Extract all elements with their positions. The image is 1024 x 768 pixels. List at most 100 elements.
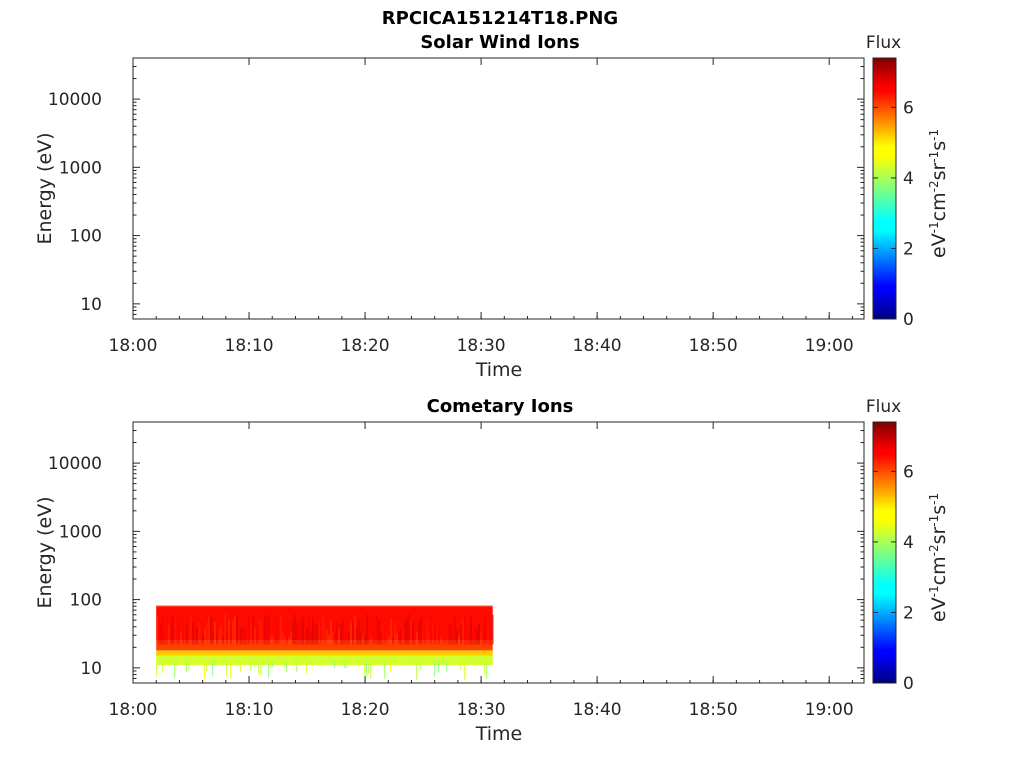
heatmap-speck	[258, 662, 260, 675]
heatmap-streak	[172, 615, 174, 645]
heatmap-streak	[462, 617, 464, 645]
heatmap-streak	[178, 619, 180, 645]
heatmap-streak	[256, 625, 258, 645]
colorbar-tick-label: 2	[903, 239, 914, 259]
heatmap-speck	[240, 662, 242, 673]
heatmap-streak	[484, 617, 486, 645]
heatmap-streak	[260, 620, 262, 645]
heatmap-streak	[328, 634, 330, 645]
heatmap-speck	[284, 662, 286, 668]
heatmap-streak	[420, 617, 422, 645]
colorbar-tick-label: 6	[903, 462, 914, 482]
heatmap-speck	[272, 662, 274, 667]
heatmap-streak	[324, 621, 326, 645]
heatmap-speck	[278, 662, 280, 665]
heatmap-streak	[244, 629, 246, 645]
heatmap-speck	[390, 662, 392, 673]
heatmap-streak	[236, 614, 238, 645]
heatmap-streak	[240, 627, 242, 645]
heatmap-streak	[410, 620, 412, 645]
heatmap-speck	[474, 662, 476, 663]
heatmap-streak	[408, 614, 410, 645]
heatmap-streak	[232, 620, 234, 645]
heatmap-streak	[228, 618, 230, 645]
heatmap-streak	[412, 621, 414, 645]
heatmap-speck	[226, 662, 228, 677]
heatmap-streak	[402, 631, 404, 645]
heatmap-streak	[486, 629, 488, 645]
heatmap-streak	[262, 635, 264, 645]
heatmap-streak	[312, 618, 314, 645]
heatmap-streak	[372, 618, 374, 645]
y-tick-label: 1000	[59, 158, 102, 178]
x-axis-label: Time	[475, 723, 523, 745]
heatmap-streak	[380, 633, 382, 645]
heatmap-streak	[452, 634, 454, 645]
y-tick-label: 100	[70, 591, 102, 611]
heatmap-streak	[392, 637, 394, 645]
plot-frame	[132, 57, 865, 320]
chart-panel: Solar Wind Ions 18:00 18:10 18:20 18:30 18:40…	[34, 32, 950, 381]
heatmap-streak	[434, 623, 436, 645]
heatmap-streak	[310, 632, 312, 645]
heatmap-streak	[164, 636, 166, 645]
heatmap-streak	[440, 636, 442, 645]
heatmap-speck	[420, 662, 422, 670]
x-tick-label: 18:30	[457, 700, 506, 720]
colorbar-tick-label: 6	[903, 98, 914, 118]
heatmap-streak	[158, 629, 160, 645]
colorbar-tick-label: 4	[903, 533, 914, 553]
colorbar-title: Flux	[866, 33, 901, 53]
heatmap-streak	[250, 621, 252, 645]
heatmap-speck	[458, 662, 460, 664]
x-tick-label: 18:00	[109, 700, 158, 720]
heatmap-speck	[214, 662, 216, 666]
colorbar	[872, 421, 897, 684]
heatmap-speck	[434, 662, 436, 677]
heatmap-streak	[190, 615, 192, 645]
colorbar-tick-label: 0	[903, 310, 914, 330]
heatmap-speck	[364, 662, 366, 676]
heatmap-streak	[216, 631, 218, 645]
heatmap-streak	[308, 619, 310, 645]
heatmap-streak	[210, 616, 212, 645]
heatmap-streak	[482, 636, 484, 645]
heatmap-streak	[176, 630, 178, 645]
heatmap-streak	[192, 622, 194, 645]
heatmap-streak	[490, 627, 492, 645]
heatmap-band	[156, 605, 493, 607]
heatmap-streak	[370, 636, 372, 645]
heatmap-streak	[242, 628, 244, 645]
heatmap-streak	[288, 637, 290, 645]
heatmap-streak	[414, 618, 416, 645]
heatmap-band	[156, 640, 493, 651]
heatmap-streak	[396, 633, 398, 645]
heatmap-streak	[476, 629, 478, 645]
heatmap-streak	[460, 624, 462, 645]
heatmap-streak	[388, 636, 390, 645]
heatmap-streak	[272, 634, 274, 645]
heatmap-speck	[174, 662, 176, 678]
heatmap-streak	[364, 635, 366, 645]
heatmap-streak	[316, 623, 318, 645]
heatmap-streak	[390, 618, 392, 645]
y-tick-label: 10	[80, 295, 102, 315]
heatmap-speck	[230, 662, 232, 679]
heatmap-streak	[326, 629, 328, 645]
heatmap-streak	[264, 615, 266, 645]
heatmap-speck	[370, 662, 372, 679]
panel-title: Solar Wind Ions	[420, 32, 579, 53]
heatmap-streak	[194, 625, 196, 645]
heatmap-speck	[310, 662, 312, 665]
heatmap-streak	[306, 628, 308, 645]
heatmap-streak	[302, 617, 304, 645]
chart-panel: Cometary Ions 18:00 18:10 18:20 18:30 18:40 18…	[34, 396, 950, 745]
heatmap-speck	[206, 662, 208, 672]
heatmap-streak	[428, 631, 430, 645]
heatmap-streak	[298, 623, 300, 645]
heatmap-streak	[444, 626, 446, 645]
heatmap-streak	[474, 626, 476, 645]
heatmap-streak	[292, 619, 294, 645]
heatmap-streak	[468, 636, 470, 645]
heatmap-streak	[360, 632, 362, 645]
